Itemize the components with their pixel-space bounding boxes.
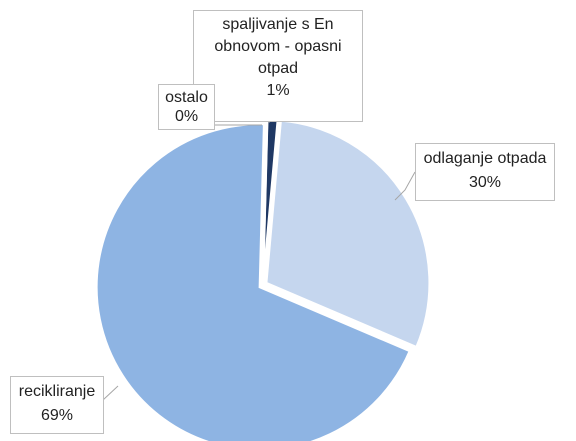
label-name: odlaganje otpada [423, 150, 547, 167]
label-value: 69% [40, 407, 74, 424]
label-value: 1% [266, 82, 290, 99]
data-label: spaljivanje s En obnovom - opasni otpad … [193, 10, 363, 122]
label-name: recikliranje [18, 383, 96, 400]
data-label: odlaganje otpada 30% [415, 143, 555, 201]
leader-line [394, 171, 416, 201]
leader-lines [102, 121, 416, 401]
label-name: spaljivanje s En obnovom - opasni otpad [214, 16, 342, 77]
label-value: 30% [468, 174, 502, 191]
data-label: ostalo 0% [158, 84, 215, 130]
leader-line [102, 385, 119, 401]
pie-slice [262, 118, 269, 282]
pie-slice [95, 123, 411, 441]
label-value: 0% [174, 108, 199, 125]
pie-slice [265, 119, 431, 349]
label-name: ostalo [165, 89, 208, 106]
data-label: recikliranje 69% [10, 376, 104, 434]
